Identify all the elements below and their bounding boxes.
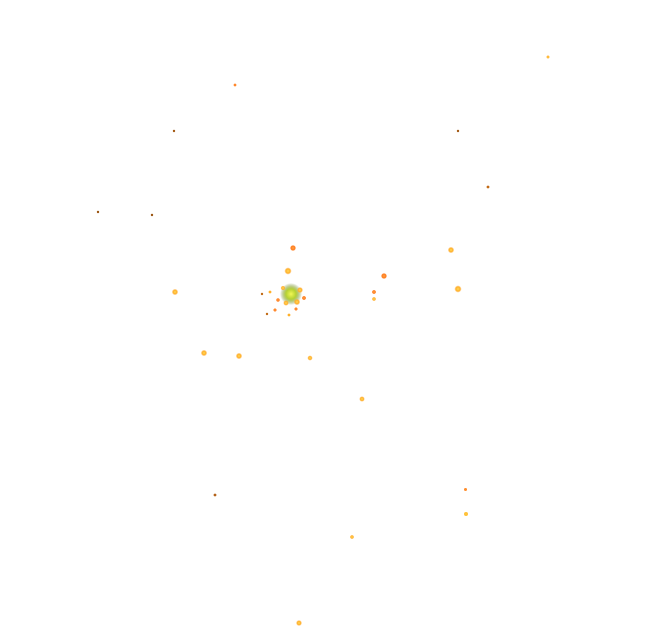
- legend-item-40x: 40x Jupiter mass: [464, 480, 598, 502]
- brown-dwarf-dots: [96, 55, 550, 626]
- page-title: PRIOR SURVEYS: [152, 38, 409, 77]
- large-dot-icon: [464, 511, 468, 516]
- earth-orbit-ring: [93, 109, 487, 483]
- earth-orbit-label: Earth orbit: [437, 422, 523, 441]
- legend-label-40x: 40x Jupiter mass: [472, 482, 598, 500]
- legend-box: 40x Jupiter mass 70x Jupiter mass: [452, 472, 638, 536]
- small-dot-icon: [464, 488, 467, 491]
- legend-item-70x: 70x Jupiter mass: [464, 504, 599, 526]
- legend-label-70x: 70x Jupiter mass: [473, 506, 599, 524]
